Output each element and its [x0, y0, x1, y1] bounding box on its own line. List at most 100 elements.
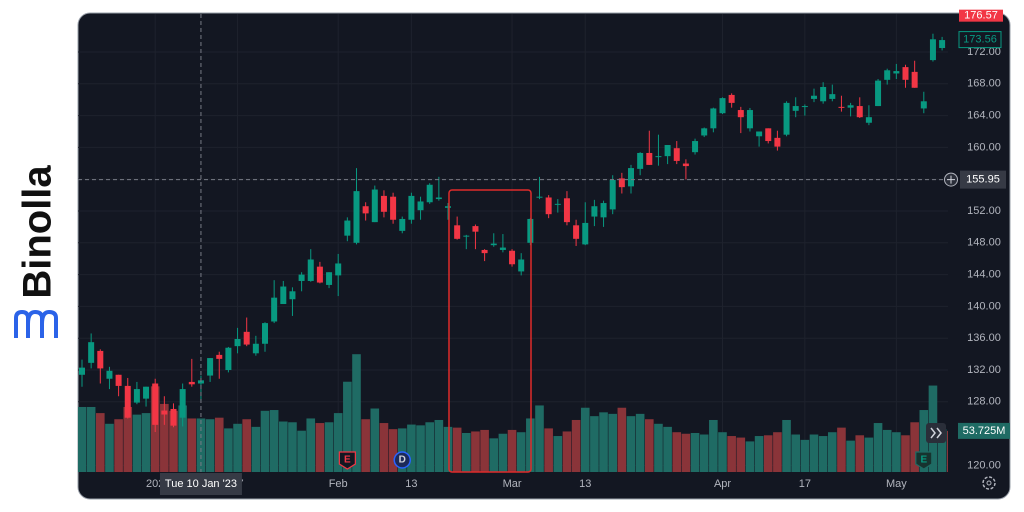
- y-tick-label: 172.00: [967, 46, 1001, 58]
- volume-bar: [773, 432, 782, 472]
- add-alert-icon: [947, 175, 955, 184]
- candle-body: [536, 196, 543, 198]
- candle-body: [371, 189, 378, 223]
- candle-body: [820, 86, 827, 102]
- volume-bar: [269, 410, 279, 472]
- candle-body: [234, 338, 241, 347]
- volume-bar: [672, 432, 682, 472]
- candle-body: [545, 197, 552, 215]
- candle-body: [133, 389, 140, 403]
- event-marker[interactable]: [393, 451, 411, 469]
- last-price-box: [958, 31, 1002, 49]
- volume-bar: [251, 426, 261, 472]
- candle-body: [692, 141, 699, 153]
- volume-bar: [580, 407, 590, 472]
- candle-body: [509, 250, 516, 265]
- volume-bar: [635, 413, 645, 472]
- volume-bar: [224, 428, 233, 472]
- candle-body: [856, 106, 863, 118]
- volume-bar: [480, 429, 489, 472]
- volume-bar: [544, 428, 553, 472]
- volume-bar: [718, 432, 727, 472]
- candle-body: [326, 272, 333, 285]
- volume-bar: [800, 439, 810, 472]
- volume-bar: [86, 406, 96, 472]
- candle-body: [454, 225, 461, 239]
- scroll-icon: [930, 427, 942, 439]
- volume-bar: [608, 413, 617, 472]
- volume-bar: [782, 419, 791, 472]
- candle-body: [929, 39, 936, 61]
- event-label: E: [344, 455, 351, 466]
- candle-body: [307, 259, 314, 281]
- volume-bar: [462, 432, 471, 472]
- candle-body: [582, 222, 589, 245]
- crosshair-date-box: [159, 473, 242, 495]
- high-marker-label: 176.57: [964, 10, 998, 22]
- volume-bar: [818, 436, 828, 472]
- candle-body: [682, 163, 689, 167]
- candle-body: [271, 297, 278, 322]
- volume-bar: [516, 432, 526, 472]
- candle-body: [865, 117, 872, 123]
- volume-bar: [214, 417, 224, 472]
- volume-bar: [196, 418, 206, 472]
- candle-body: [801, 106, 808, 108]
- volume-bar: [828, 432, 837, 472]
- candle-body: [637, 152, 644, 169]
- volume-bar: [599, 412, 608, 472]
- volume-last-box: [958, 422, 1010, 439]
- candle-body: [573, 225, 580, 239]
- event-marker[interactable]: [338, 451, 356, 470]
- candle-body: [646, 152, 653, 165]
- volume-bar: [690, 432, 700, 472]
- volume-bar: [809, 434, 819, 472]
- candle-body: [746, 110, 753, 129]
- volume-bar: [388, 429, 398, 472]
- candle-body: [518, 259, 525, 272]
- volume-bar: [498, 433, 508, 472]
- volume-bar: [452, 427, 462, 472]
- volume-bar: [397, 428, 407, 472]
- candle-body: [463, 235, 470, 237]
- y-tick-label: 160.00: [967, 141, 1001, 153]
- candle-body: [216, 354, 223, 359]
- volume-bar: [937, 429, 947, 472]
- volume-bar: [471, 431, 480, 472]
- volume-bar: [297, 430, 306, 472]
- volume-bar: [626, 416, 636, 472]
- brand-logo: [14, 309, 58, 338]
- volume-bar: [754, 436, 764, 472]
- volume-bar: [791, 434, 800, 472]
- volume-bar: [132, 414, 142, 472]
- candle-body: [609, 179, 616, 210]
- candle-body: [618, 178, 625, 188]
- candle-body: [417, 201, 424, 211]
- candle-body: [628, 168, 634, 187]
- volume-bar: [169, 410, 178, 472]
- candle-body: [316, 266, 323, 283]
- volume-bar: [892, 432, 901, 472]
- volume-bar: [333, 413, 343, 472]
- volume-bar: [571, 419, 581, 472]
- volume-bar: [242, 419, 251, 472]
- settings-button[interactable]: [982, 476, 996, 490]
- volume-bar: [370, 408, 380, 472]
- volume-last-label: 53.725M: [963, 425, 1006, 437]
- candle-body: [280, 286, 287, 305]
- candle-body: [152, 383, 159, 425]
- y-tick-label: 140.00: [967, 300, 1001, 312]
- candle-body: [847, 105, 854, 108]
- y-tick-label: 168.00: [967, 78, 1001, 90]
- volume-bar: [96, 413, 105, 472]
- volume-bar: [763, 435, 773, 472]
- candle-body: [673, 148, 680, 161]
- candle-body: [884, 70, 891, 80]
- volume-bar: [919, 410, 929, 472]
- candle-body: [161, 410, 168, 415]
- candle-body: [838, 106, 845, 108]
- event-marker[interactable]: [915, 451, 933, 470]
- volume-bar: [645, 419, 654, 472]
- scroll-to-latest-button[interactable]: [926, 423, 946, 443]
- candle-body: [262, 323, 268, 344]
